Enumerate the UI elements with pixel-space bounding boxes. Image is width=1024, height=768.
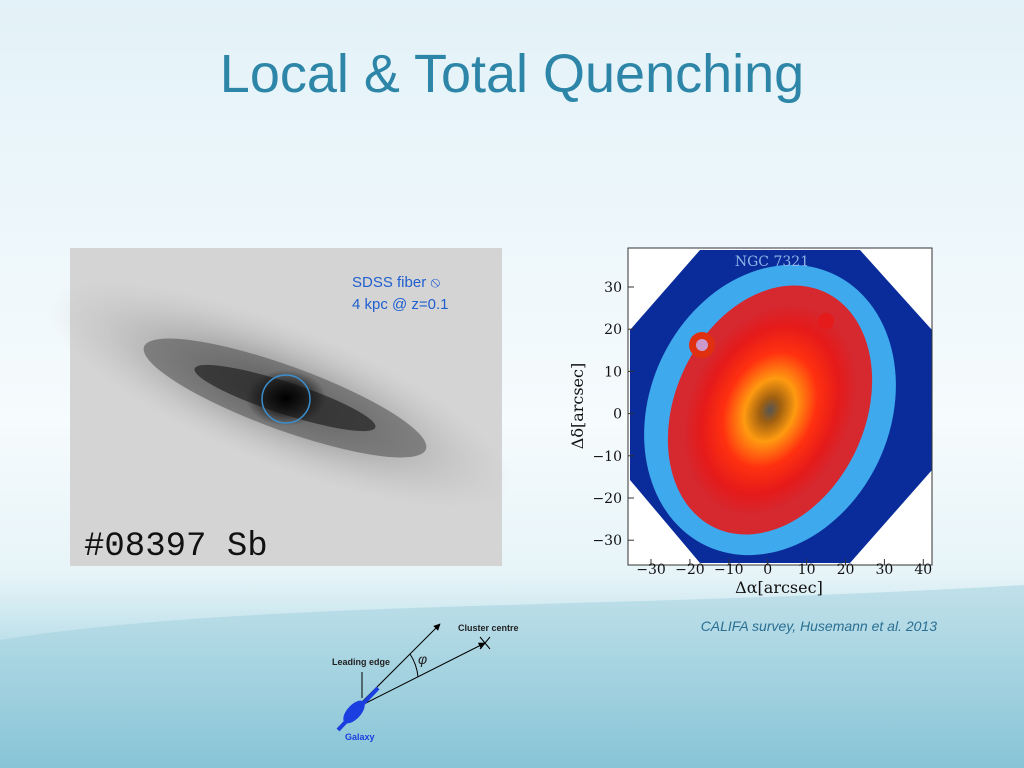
x-tick-label: 20 bbox=[837, 562, 855, 578]
object-name: NGC 7321 bbox=[735, 254, 809, 270]
x-tick-label: 30 bbox=[875, 562, 893, 578]
y-tick-label: 0 bbox=[613, 407, 622, 423]
y-tick-label: 10 bbox=[604, 364, 622, 380]
wave bbox=[0, 585, 1024, 768]
leading-edge-label: Leading edge bbox=[332, 657, 390, 667]
x-tick-label: −20 bbox=[675, 562, 705, 578]
y-tick-label: −30 bbox=[592, 533, 622, 549]
galaxy-id: #08397 Sb bbox=[84, 528, 268, 566]
x-tick-label: 0 bbox=[763, 562, 772, 578]
fiber-label: SDSS fiber ⦸ bbox=[352, 274, 440, 291]
title: Local & Total Quenching bbox=[220, 44, 804, 104]
y-tick-label: −10 bbox=[592, 449, 622, 465]
x-tick-label: −30 bbox=[636, 562, 666, 578]
orientation-diagram bbox=[336, 623, 491, 732]
y-tick-label: 30 bbox=[604, 280, 622, 296]
y-tick-label: 20 bbox=[604, 322, 622, 338]
galaxy-image bbox=[46, 248, 514, 566]
galaxy-label: Galaxy bbox=[345, 732, 375, 742]
x-tick-label: 10 bbox=[798, 562, 816, 578]
cluster-centre-label: Cluster centre bbox=[458, 623, 519, 633]
x-axis-label: Δα[arcsec] bbox=[735, 578, 823, 597]
ngc-map bbox=[627, 247, 933, 566]
y-tick-label: −20 bbox=[592, 491, 622, 507]
angle-label: φ bbox=[418, 651, 427, 667]
caption: CALIFA survey, Husemann et al. 2013 bbox=[701, 618, 938, 634]
fiber-label: 4 kpc @ z=0.1 bbox=[352, 296, 449, 313]
x-tick-label: −10 bbox=[714, 562, 744, 578]
x-tick-label: 40 bbox=[914, 562, 932, 578]
y-axis-label: Δδ[arcsec] bbox=[568, 363, 587, 449]
